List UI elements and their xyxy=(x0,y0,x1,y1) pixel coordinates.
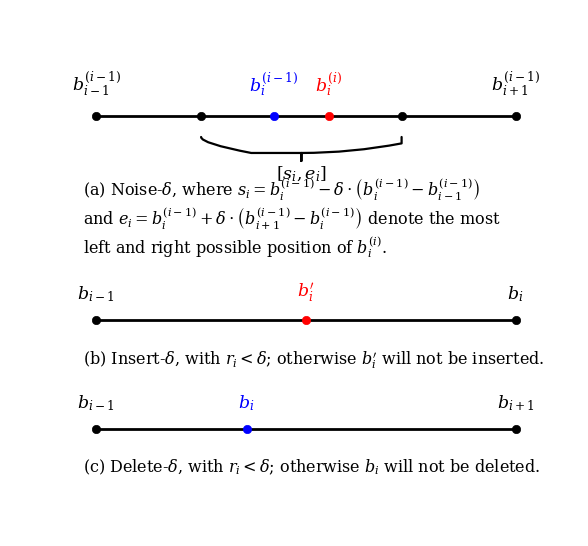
Text: $b_i$: $b_i$ xyxy=(507,284,524,304)
Text: $b_{i-1}^{(i-1)}$: $b_{i-1}^{(i-1)}$ xyxy=(72,71,121,99)
Text: $b_{i+1}^{(i-1)}$: $b_{i+1}^{(i-1)}$ xyxy=(491,71,540,99)
Text: $b_i^{(i-1)}$: $b_i^{(i-1)}$ xyxy=(249,72,299,99)
Text: $b_i'$: $b_i'$ xyxy=(297,281,315,304)
Text: (a) Noise-$\delta$, where $s_i = b_i^{(i-1)} - \delta \cdot \left(b_i^{(i-1)} - : (a) Noise-$\delta$, where $s_i = b_i^{(i… xyxy=(82,177,480,203)
Text: (c) Delete-$\delta$, with $r_i < \delta$; otherwise $b_i$ will not be deleted.: (c) Delete-$\delta$, with $r_i < \delta$… xyxy=(82,458,540,477)
Text: $b_i$: $b_i$ xyxy=(239,394,255,413)
Text: and $e_i = b_i^{(i-1)} + \delta \cdot \left(b_{i+1}^{(i-1)} - b_i^{(i-1)}\right): and $e_i = b_i^{(i-1)} + \delta \cdot \l… xyxy=(82,205,500,232)
Text: $b_{i+1}$: $b_{i+1}$ xyxy=(497,394,534,413)
Text: left and right possible position of $b_i^{(i)}$.: left and right possible position of $b_i… xyxy=(82,234,386,260)
Text: $[s_i, e_i]$: $[s_i, e_i]$ xyxy=(276,164,327,183)
Text: $b_i^{(i)}$: $b_i^{(i)}$ xyxy=(315,72,342,99)
Text: (b) Insert-$\delta$, with $r_i < \delta$; otherwise $b_i'$ will not be inserted.: (b) Insert-$\delta$, with $r_i < \delta$… xyxy=(82,349,544,371)
Text: $b_{i-1}$: $b_{i-1}$ xyxy=(78,394,115,413)
Text: $b_{i-1}$: $b_{i-1}$ xyxy=(78,284,115,304)
